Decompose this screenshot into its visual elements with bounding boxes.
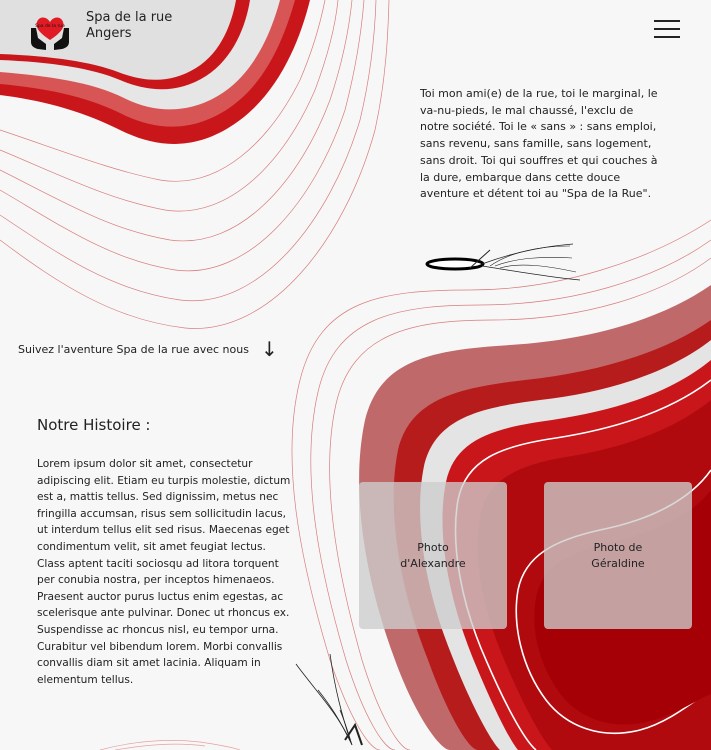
arrow-down-icon: ↓: [260, 337, 278, 361]
photo-alexandre-line2: d'Alexandre: [400, 556, 466, 570]
menu-bar: [654, 28, 680, 30]
photo-geraldine-line2: Géraldine: [591, 556, 645, 570]
logo-text: Spa de la rue: [35, 23, 65, 29]
brand-name[interactable]: Spa de la rue Angers: [86, 10, 172, 42]
brand-line2: Angers: [86, 26, 132, 41]
history-title: Notre Histoire :: [37, 416, 151, 434]
brand-line1: Spa de la rue: [86, 10, 173, 25]
history-body: Lorem ipsum dolor sit amet, consectetur …: [37, 458, 291, 686]
photo-geraldine: Photo de Géraldine: [544, 482, 692, 629]
hamburger-menu-icon[interactable]: [654, 20, 680, 40]
bottom-left-wave: [99, 740, 241, 750]
photo-alexandre: Photo d'Alexandre: [359, 482, 507, 629]
feather-decoration-bottom: [295, 653, 363, 746]
intro-paragraph: Toi mon ami(e) de la rue, toi le margina…: [420, 87, 658, 201]
hands-heart-logo[interactable]: Spa de la rue: [28, 10, 72, 54]
menu-bar: [654, 20, 680, 22]
photo-geraldine-line1: Photo de: [593, 540, 643, 554]
follow-label: Suivez l'aventure Spa de la rue avec nou…: [18, 342, 249, 356]
follow-adventure-link[interactable]: Suivez l'aventure Spa de la rue avec nou…: [18, 337, 278, 361]
menu-bar: [654, 36, 680, 38]
photo-alexandre-line1: Photo: [417, 540, 449, 554]
quill-decoration: [425, 243, 581, 281]
